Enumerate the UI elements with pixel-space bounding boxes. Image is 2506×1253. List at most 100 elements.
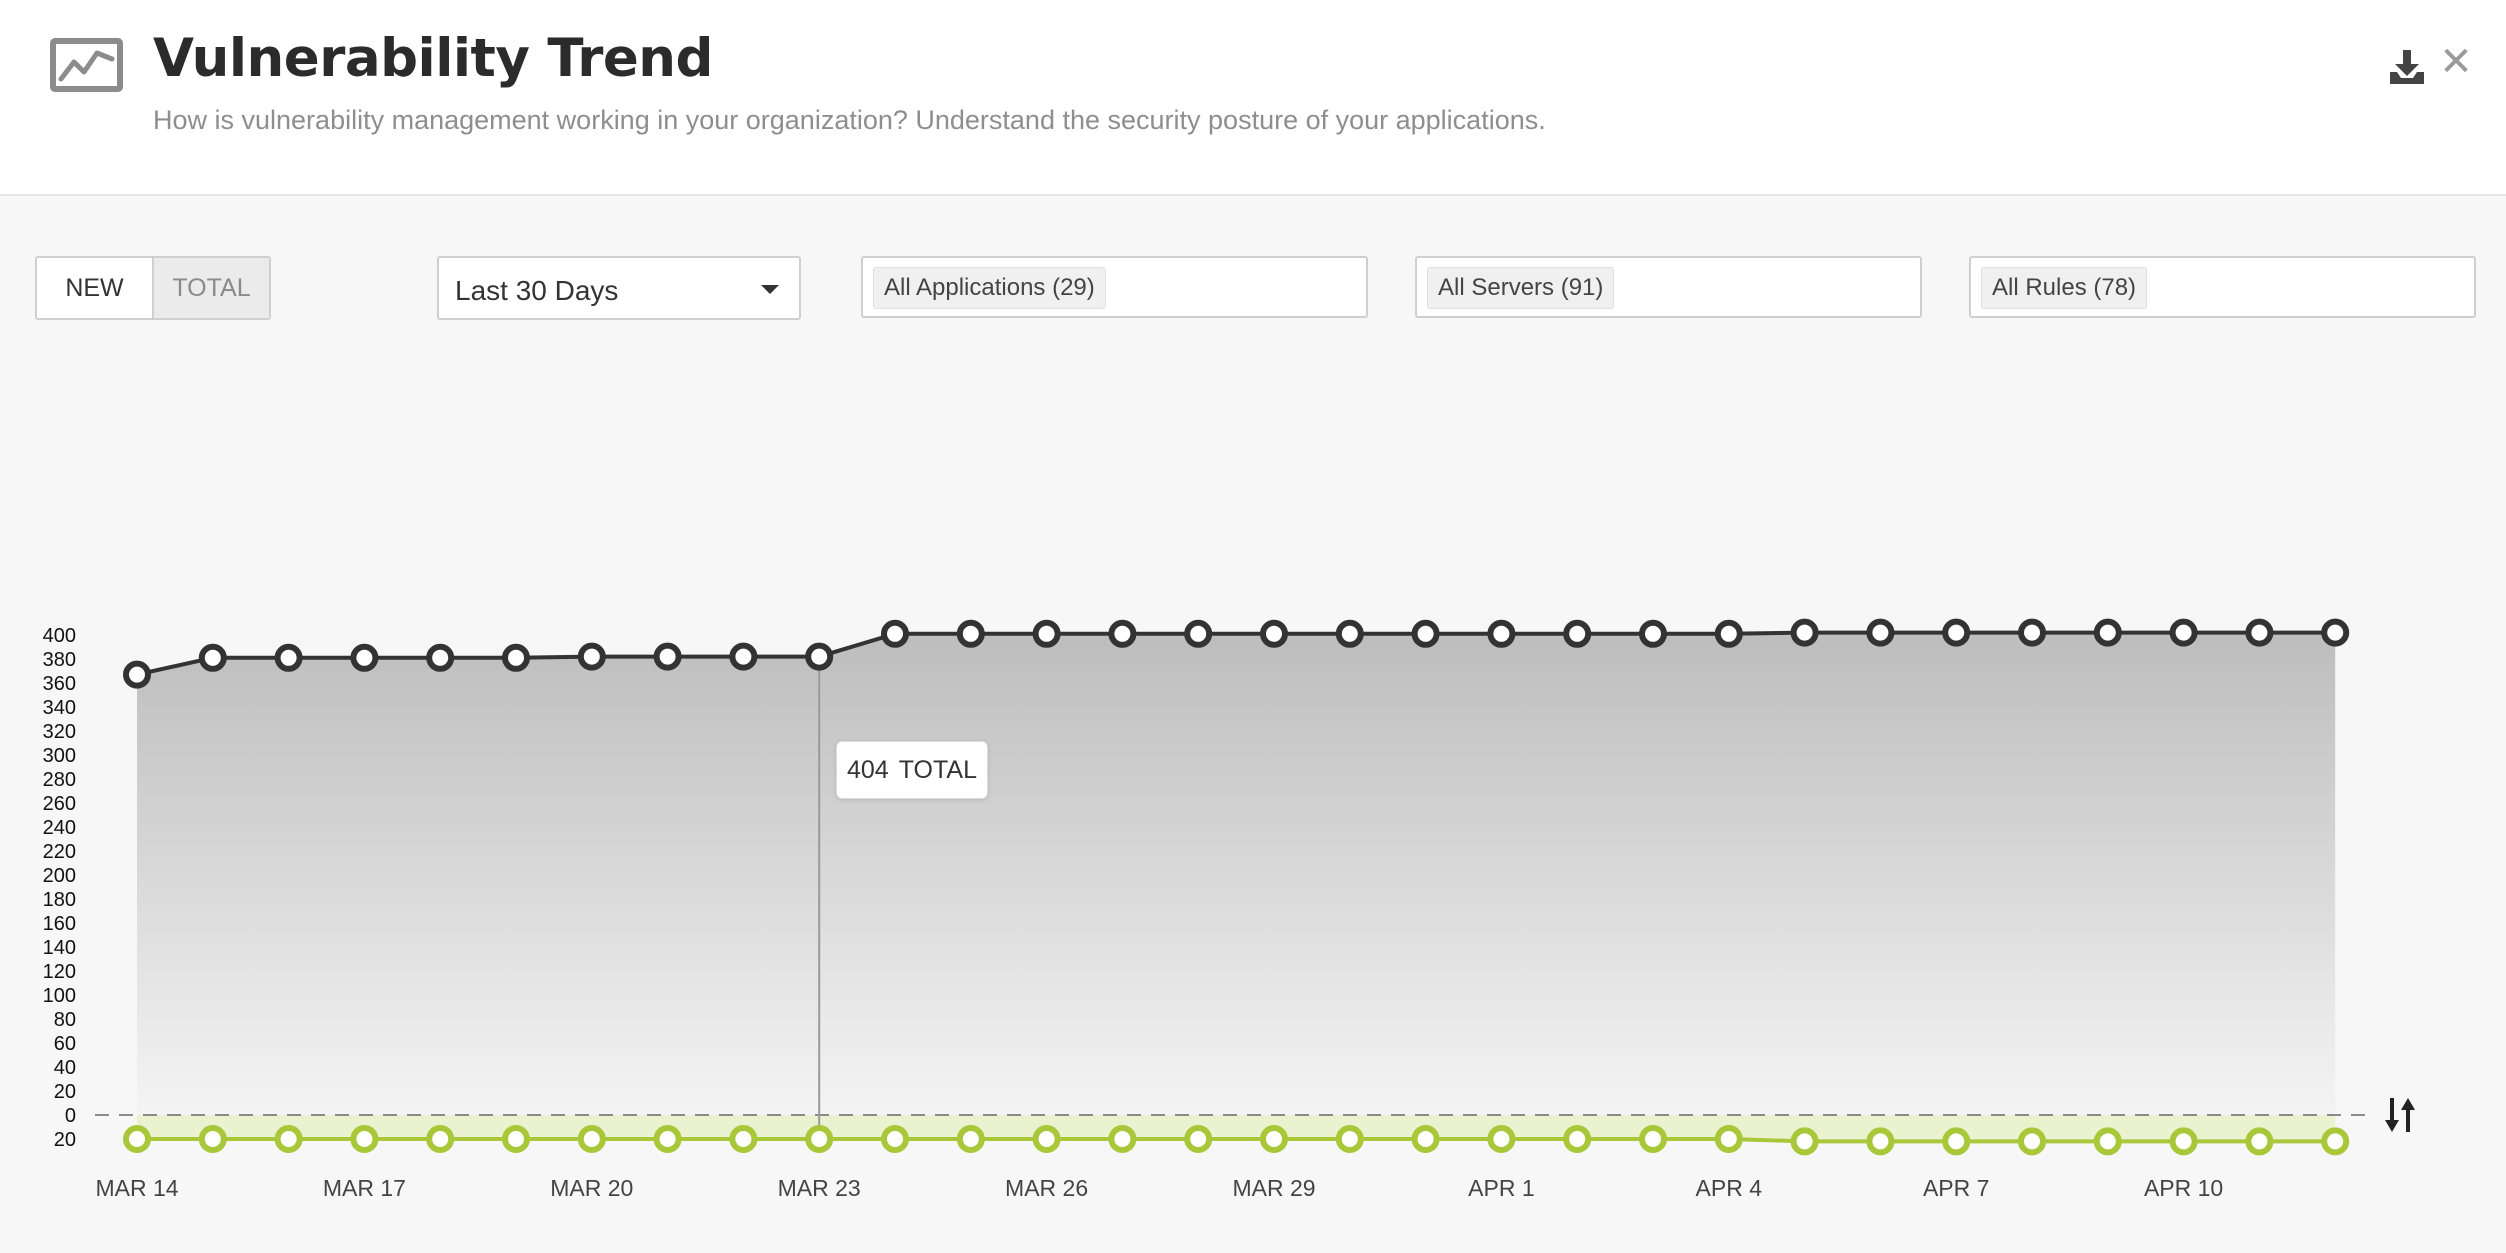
y-tick-label: 160 [43,913,76,935]
header: Vulnerability Trend How is vulnerability… [0,0,2506,196]
y-tick-label: 280 [43,769,76,791]
x-tick-label: APR 1 [1468,1175,1534,1201]
total-point [502,643,530,672]
total-point [2169,618,2198,647]
new-point [1335,1125,1364,1153]
new-point [729,1125,758,1153]
y-tick-label: 180 [43,889,76,911]
new-total-toggle[interactable]: NEW TOTAL [35,256,271,320]
total-point [1108,619,1137,648]
date-range-select[interactable]: Last 30 Days [437,256,801,320]
total-point [1260,619,1288,648]
total-point [1032,619,1061,648]
total-point [123,660,151,689]
new-point [577,1125,606,1153]
new-point [1184,1125,1213,1153]
y-tick-label: 40 [54,1057,76,1079]
download-icon[interactable] [2388,48,2426,86]
y-tick-label: 260 [43,793,76,815]
page-title: Vulnerability Trend [153,28,713,89]
total-point [881,619,909,648]
y-tick-label: 320 [43,721,76,743]
new-point [956,1125,985,1153]
y-tick-label: 100 [43,985,76,1007]
total-point [2245,618,2274,647]
servers-filter-tag[interactable]: All Servers (91) [1427,267,1615,309]
toggle-total-button[interactable]: TOTAL [154,258,269,318]
new-point [1108,1125,1137,1153]
total-point [350,643,379,672]
total-point [1184,619,1213,648]
total-point [1866,618,1895,647]
total-point [805,642,834,671]
total-point [1335,619,1364,648]
new-point [1260,1125,1288,1153]
total-point [1411,619,1440,648]
tooltip-value: 404 [847,756,889,784]
total-point [2018,618,2046,647]
new-point [274,1125,303,1153]
new-point [1714,1125,1743,1153]
total-point [1714,619,1743,648]
y-tick-label: 120 [43,961,76,983]
date-range-value: Last 30 Days [455,275,619,306]
y-tick-label: 0 [65,1105,76,1127]
new-point [805,1125,834,1153]
new-point [1790,1127,1819,1156]
new-point [1563,1125,1592,1153]
total-point [1639,619,1667,648]
total-point [1790,618,1819,647]
new-point [1487,1125,1516,1153]
y-tick-label: 20 [54,1081,76,1103]
total-point [729,642,758,671]
x-tick-label: APR 7 [1923,1175,1989,1201]
sort-arrows-icon[interactable] [2383,1096,2417,1134]
new-point [502,1125,530,1153]
x-tick-label: APR 10 [2144,1175,2223,1201]
y-tick-label: 340 [43,697,76,719]
rules-filter-tag[interactable]: All Rules (78) [1981,267,2148,309]
new-point [2169,1127,2198,1156]
total-point [274,643,303,672]
y-tick-label: 200 [43,865,76,887]
total-point [1563,619,1592,648]
applications-filter-tag[interactable]: All Applications (29) [873,267,1106,309]
y-tick-label: 60 [54,1033,76,1055]
x-tick-label: MAR 23 [778,1175,861,1201]
vulnerability-trend-chart: 4003803603403203002802602402202001801601… [43,618,2365,1201]
total-point [1487,619,1516,648]
total-point [426,643,455,672]
x-tick-label: MAR 20 [550,1175,633,1201]
total-area [137,632,2336,1115]
total-point [2321,618,2350,647]
new-point [426,1125,455,1153]
tooltip-label: TOTAL [898,756,977,784]
new-point [2093,1127,2122,1156]
chart-tooltip: 404 TOTAL [836,741,988,799]
new-point [2018,1127,2046,1156]
new-point [2321,1127,2350,1156]
new-area [137,1115,2336,1142]
line-chart-icon [50,38,123,92]
total-point [956,619,985,648]
toggle-new-button[interactable]: NEW [37,258,154,318]
new-point [881,1125,909,1153]
new-point [350,1125,379,1153]
x-tick-label: MAR 26 [1005,1175,1088,1201]
new-point [2245,1127,2274,1156]
y-tick-label: 80 [54,1009,76,1031]
rules-filter[interactable]: All Rules (78) [1969,256,2476,318]
y-tick-label: 300 [43,745,76,767]
applications-filter[interactable]: All Applications (29) [861,256,1368,318]
new-point [1032,1125,1061,1153]
servers-filter[interactable]: All Servers (91) [1415,256,1922,318]
close-icon[interactable]: ✕ [2439,40,2473,84]
new-point [123,1125,151,1153]
x-tick-label: MAR 14 [95,1175,178,1201]
total-point [577,642,606,671]
new-point [1942,1127,1971,1156]
new-point [653,1125,682,1153]
new-point [1866,1127,1895,1156]
x-tick-label: APR 4 [1696,1175,1763,1201]
new-point [1639,1125,1667,1153]
